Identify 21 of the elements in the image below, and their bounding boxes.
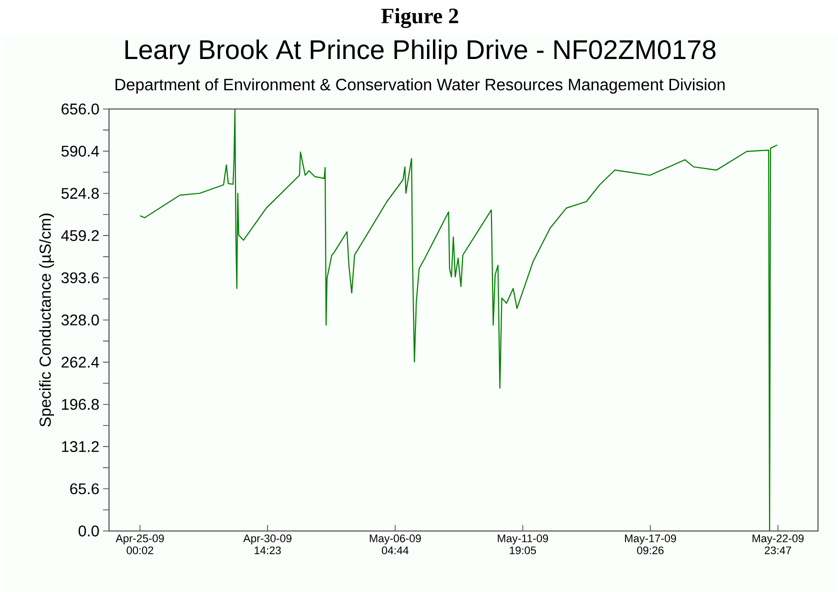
y-tick-label: 590.4 — [61, 146, 100, 157]
x-tick-label: May-11-09 19:05 — [498, 534, 548, 554]
y-tick-label: 262.4 — [62, 356, 100, 368]
y-tick-label: 131.2 — [62, 441, 99, 452]
x-tick-label: Apr-30-09 14:23 — [243, 534, 292, 554]
y-tick-label: 196.8 — [62, 398, 99, 410]
y-tick-label: 328.0 — [61, 314, 99, 326]
y-tick-label: 656.0 — [62, 104, 99, 114]
y-tick-label: 0.0 — [78, 526, 99, 536]
chart-title: Leary Brook At Prince Philip Drive - NF02ZM0178 — [125, 39, 716, 65]
x-tick-label: May-22-09 23:47 — [752, 534, 804, 554]
y-axis-title: Specific Conductance (µS/cm) — [39, 214, 54, 427]
chart-subtitle: Department of Environment & Conservation Water Resources Management Division — [116, 78, 725, 94]
caption: Figure 2 — [381, 8, 458, 28]
x-tick-label: May-17-09 09:26 — [625, 534, 676, 554]
y-tick-label: 459.2 — [61, 230, 99, 242]
y-tick-label: 524.8 — [61, 188, 99, 199]
x-tick-label: May-06-09 04:44 — [370, 534, 421, 554]
y-tick-label: 393.6 — [61, 272, 99, 284]
y-tick-label: 65.6 — [70, 483, 99, 494]
x-tick-label: Apr-25-09 00:02 — [116, 534, 164, 554]
